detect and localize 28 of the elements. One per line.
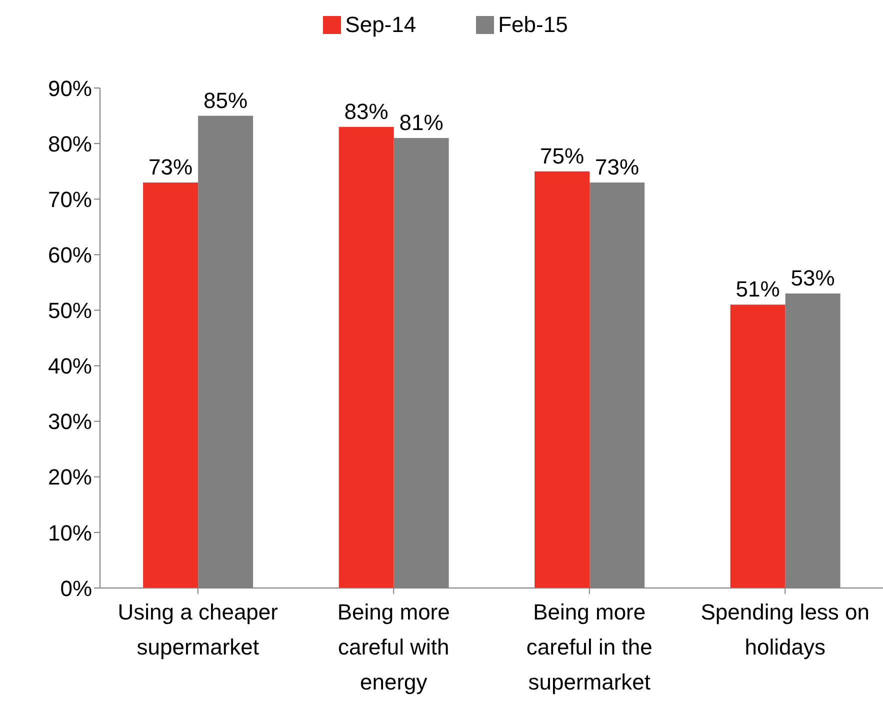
text: 53% [790, 266, 835, 291]
text: 51% [736, 276, 780, 302]
bar [338, 126, 394, 588]
y-tick-label: 30% [48, 409, 92, 434]
bar [143, 182, 198, 588]
y-tick-label: 90% [48, 76, 92, 101]
y-tick-label: 0% [60, 576, 92, 601]
legend-label: Sep-14 [344, 12, 416, 38]
y-tick-label: 50% [48, 298, 92, 324]
bar [730, 304, 786, 588]
text: 83% [344, 98, 388, 124]
text: 75% [540, 143, 584, 168]
y-tick-label: 70% [48, 186, 92, 212]
y-tick-label: 60% [48, 242, 92, 268]
y-tick-label: 10% [48, 520, 92, 546]
y-tick-label: 20% [48, 464, 92, 490]
x-tick-label: Spending less on holidays [700, 600, 870, 660]
text: 73% [148, 154, 193, 180]
y-tick-label: 40% [48, 354, 92, 379]
x-tick-label: Using a cheaper supermarket [118, 600, 278, 660]
x-tick-label: Being more careful in the supermarket [526, 600, 652, 695]
text: 81% [399, 110, 444, 135]
text: 85% [204, 88, 248, 113]
bar [534, 171, 590, 588]
x-tick-label: Being more careful with energy [337, 600, 450, 695]
y-tick-label: 80% [48, 131, 92, 156]
text: 73% [595, 154, 640, 180]
legend-label: Feb-15 [497, 12, 568, 38]
